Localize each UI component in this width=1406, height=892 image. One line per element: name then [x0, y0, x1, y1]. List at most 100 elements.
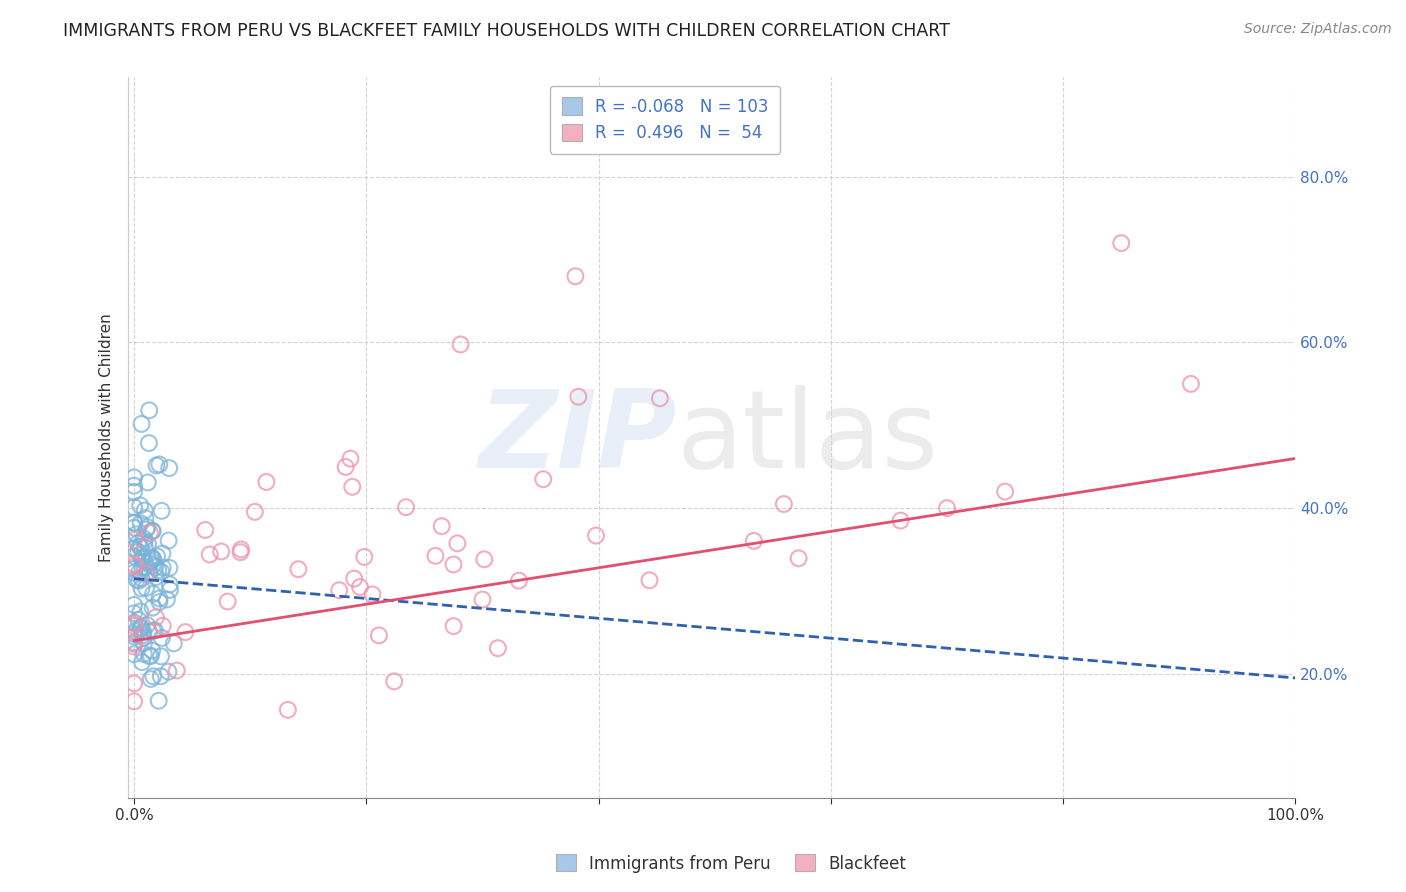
Point: [122, 607, 145, 621]
Point: [122, 562, 145, 576]
Point: [122, 630, 145, 644]
Point: [395, 500, 418, 515]
Text: IMMIGRANTS FROM PERU VS BLACKFEET FAMILY HOUSEHOLDS WITH CHILDREN CORRELATION CH: IMMIGRANTS FROM PERU VS BLACKFEET FAMILY…: [63, 22, 950, 40]
Point: [132, 636, 155, 650]
Point: [198, 548, 221, 562]
Point: [148, 458, 170, 472]
Point: [349, 580, 371, 594]
Point: [134, 559, 156, 574]
Point: [145, 610, 167, 624]
Point: [145, 570, 167, 584]
Point: [142, 551, 165, 566]
Point: [124, 559, 146, 574]
Point: [150, 547, 173, 561]
Point: [143, 624, 166, 638]
Point: [131, 655, 153, 669]
Point: [382, 674, 405, 689]
Point: [128, 574, 150, 588]
Y-axis label: Family Households with Children: Family Households with Children: [100, 313, 114, 562]
Point: [135, 581, 157, 595]
Point: [166, 664, 188, 678]
Point: [129, 499, 152, 513]
Point: [122, 598, 145, 612]
Point: [159, 561, 181, 575]
Point: [124, 624, 146, 639]
Point: [138, 649, 160, 664]
Point: [141, 558, 163, 573]
Point: [135, 566, 157, 581]
Point: [343, 572, 366, 586]
Point: [159, 577, 181, 591]
Point: [287, 562, 309, 576]
Point: [446, 536, 468, 550]
Point: [209, 544, 232, 558]
Legend: R = -0.068   N = 103, R =  0.496   N =  54: R = -0.068 N = 103, R = 0.496 N = 54: [550, 86, 780, 153]
Point: [142, 524, 165, 538]
Point: [1180, 376, 1202, 391]
Point: [138, 436, 160, 450]
Point: [139, 672, 162, 686]
Point: [156, 592, 179, 607]
Point: [122, 478, 145, 492]
Point: [174, 625, 197, 640]
Point: [142, 600, 165, 615]
Point: [159, 582, 181, 597]
Point: [150, 565, 173, 579]
Point: [139, 556, 162, 570]
Point: [772, 497, 794, 511]
Point: [217, 594, 239, 608]
Point: [122, 637, 145, 651]
Point: [131, 582, 153, 596]
Point: [254, 475, 277, 489]
Point: [368, 628, 391, 642]
Point: [134, 541, 156, 555]
Point: [125, 527, 148, 541]
Point: [890, 514, 912, 528]
Point: [122, 647, 145, 661]
Point: [131, 551, 153, 566]
Point: [122, 566, 145, 580]
Point: [122, 635, 145, 649]
Point: [134, 511, 156, 525]
Point: [328, 583, 350, 598]
Point: [148, 694, 170, 708]
Point: [134, 555, 156, 569]
Point: [508, 574, 530, 588]
Point: [136, 537, 159, 551]
Point: [129, 604, 152, 618]
Point: [122, 676, 145, 690]
Point: [128, 613, 150, 627]
Point: [136, 475, 159, 490]
Point: [742, 533, 765, 548]
Point: [138, 625, 160, 640]
Point: [430, 519, 453, 533]
Point: [443, 619, 465, 633]
Point: [936, 501, 959, 516]
Point: [141, 554, 163, 568]
Point: [145, 458, 167, 473]
Point: [127, 536, 149, 550]
Point: [450, 337, 472, 351]
Point: [472, 552, 495, 566]
Point: [152, 560, 174, 574]
Point: [531, 472, 554, 486]
Point: [194, 523, 217, 537]
Point: [131, 620, 153, 634]
Point: [138, 566, 160, 580]
Point: [567, 390, 589, 404]
Point: [157, 665, 180, 679]
Text: Source: ZipAtlas.com: Source: ZipAtlas.com: [1244, 22, 1392, 37]
Point: [135, 523, 157, 537]
Point: [129, 622, 152, 636]
Point: [1109, 236, 1132, 251]
Point: [142, 624, 165, 638]
Point: [486, 641, 509, 656]
Point: [129, 516, 152, 531]
Point: [132, 631, 155, 645]
Point: [361, 587, 384, 601]
Point: [122, 549, 145, 564]
Point: [122, 521, 145, 535]
Point: [229, 542, 252, 557]
Point: [229, 545, 252, 559]
Point: [131, 571, 153, 585]
